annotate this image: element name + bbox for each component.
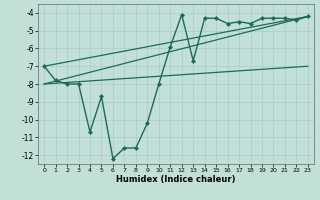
X-axis label: Humidex (Indice chaleur): Humidex (Indice chaleur) xyxy=(116,175,236,184)
